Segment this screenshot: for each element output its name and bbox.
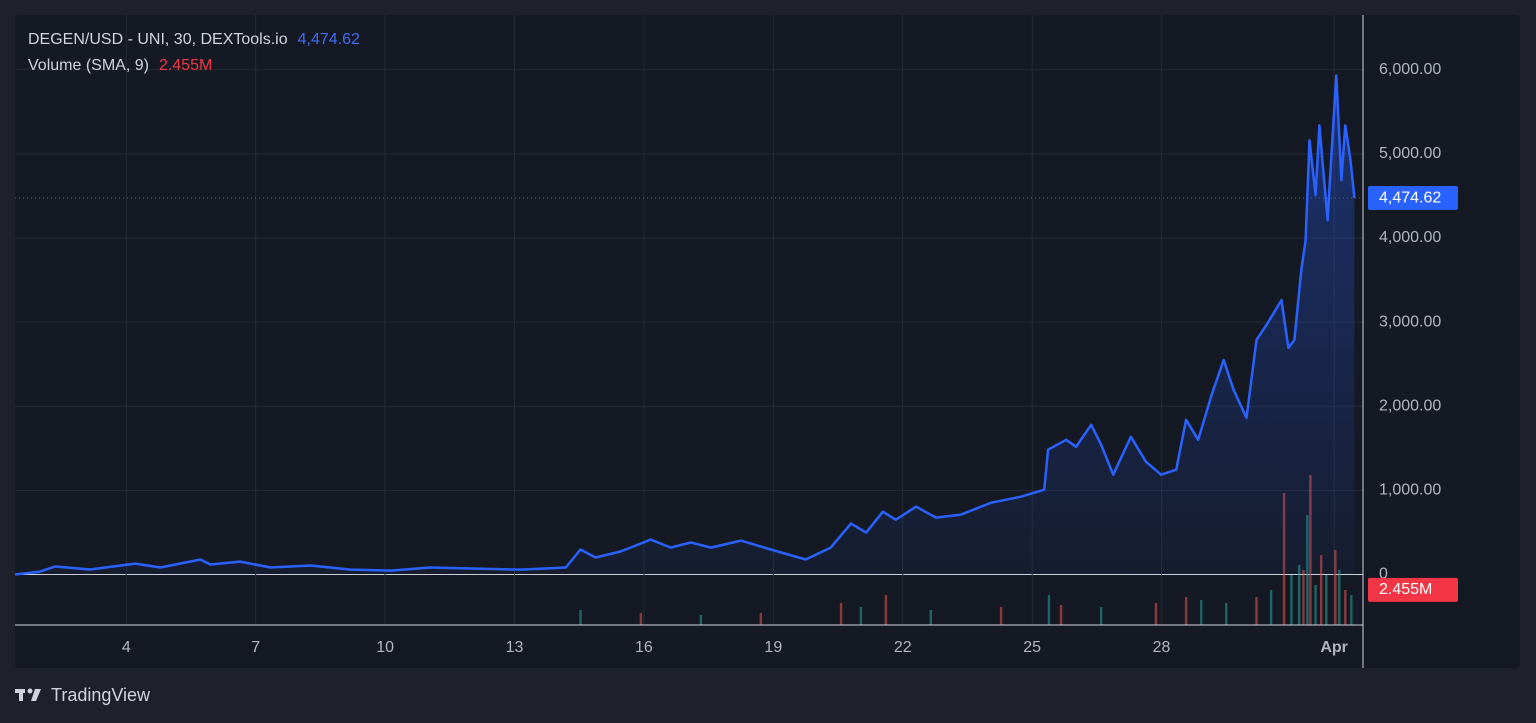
y-tick-label: 4,000.00	[1379, 229, 1441, 246]
volume-bar	[639, 613, 643, 625]
last-price-badge	[1368, 186, 1458, 211]
price-line	[14, 74, 1356, 576]
volume-badge	[1368, 577, 1458, 602]
volume-bar	[699, 615, 703, 625]
volume-bar	[1344, 590, 1347, 625]
volume-bar	[1225, 603, 1228, 625]
volume-bar	[929, 610, 932, 625]
y-tick-label: 5,000.00	[1379, 145, 1441, 162]
volume-title: Volume (SMA, 9)	[28, 57, 149, 74]
x-tick-label: 10	[376, 639, 394, 656]
volume-bar	[1350, 595, 1353, 625]
volume-bar	[1338, 570, 1341, 625]
x-tick-label: 4	[122, 639, 131, 656]
volume-bar	[1059, 605, 1063, 625]
volume-bar	[579, 610, 582, 625]
volume-bar	[839, 603, 843, 625]
last-price-label: 4,474.62	[1379, 189, 1441, 206]
volume-bar	[1319, 555, 1323, 625]
brand-name: TradingView	[51, 685, 151, 705]
x-tick-label: 19	[764, 639, 782, 656]
x-tick-label: 28	[1153, 639, 1171, 656]
volume-bar	[1325, 575, 1328, 625]
brand-logo	[15, 688, 41, 701]
x-tick-label: 25	[1023, 639, 1041, 656]
y-tick-label: 0	[1379, 566, 1388, 583]
y-tick-label: 3,000.00	[1379, 313, 1441, 330]
x-tick-label: 22	[894, 639, 912, 656]
legend-price: 4,474.62	[298, 31, 360, 48]
y-tick-label: 6,000.00	[1379, 61, 1441, 78]
volume-bar	[1334, 550, 1337, 625]
volume-bar	[1290, 575, 1293, 625]
legend-volume: 2.455M	[159, 57, 212, 74]
x-tick-label: 7	[251, 639, 260, 656]
y-tick-label: 2,000.00	[1379, 397, 1441, 414]
volume-bar	[1200, 600, 1203, 625]
volume-label: 2.455M	[1379, 581, 1432, 598]
volume-bar	[1184, 597, 1188, 625]
volume-bar	[1297, 565, 1301, 625]
volume-bar	[1302, 570, 1305, 625]
volume-bar	[1154, 603, 1158, 625]
volume-bar	[759, 613, 763, 625]
volume-bar	[884, 595, 888, 625]
volume-bar	[1255, 597, 1258, 625]
volume-bar	[1314, 585, 1317, 625]
x-tick-label: 13	[506, 639, 524, 656]
chart-title: DEGEN/USD - UNI, 30, DEXTools.io	[28, 31, 288, 48]
y-tick-label: 1,000.00	[1379, 482, 1441, 499]
volume-bar	[859, 607, 863, 625]
volume-bar	[1047, 595, 1051, 625]
volume-bar	[1269, 590, 1273, 625]
x-tick-label: 16	[635, 639, 653, 656]
volume-bar	[999, 607, 1003, 625]
volume-bar	[1099, 607, 1103, 625]
x-tick-label: Apr	[1320, 639, 1348, 656]
price-area	[15, 75, 1355, 575]
